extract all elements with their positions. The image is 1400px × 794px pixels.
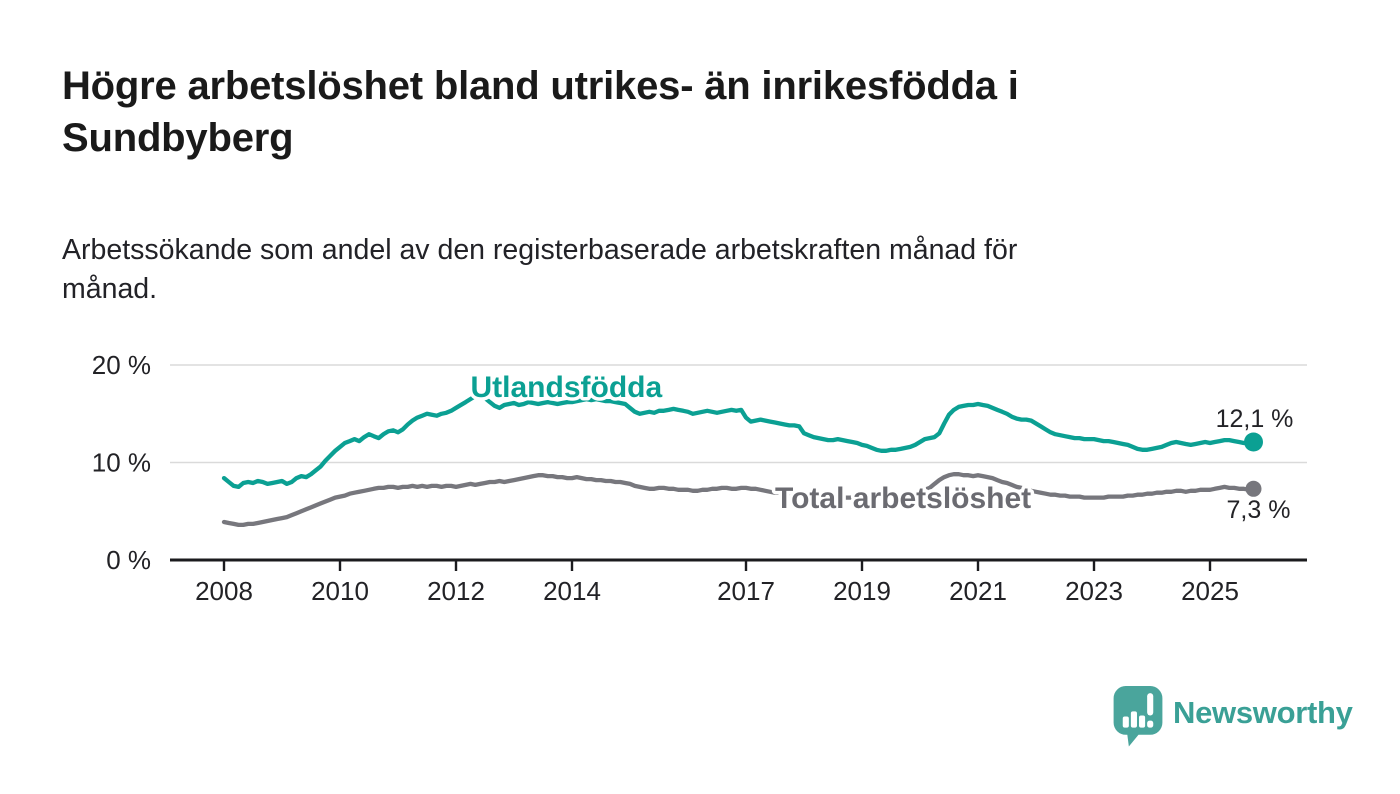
- series-end-label-1: 7,3 %: [1227, 496, 1291, 524]
- page-title-line-1: Högre arbetslöshet bland utrikes- än inr…: [62, 64, 1019, 108]
- x-axis-label-2017: 2017: [717, 576, 775, 606]
- logo-bar-3: [1139, 715, 1146, 728]
- line-chart-svg: 0 % 10 % 20 % Utlandsfödda Total arbetslöshe…: [92, 350, 1307, 606]
- y-axis-label-10: 10 %: [92, 448, 151, 478]
- logo-bar-1: [1122, 716, 1129, 728]
- x-axis-label-2019: 2019: [833, 576, 891, 606]
- logo-bar-2: [1130, 711, 1137, 728]
- series-end-dot-0: [1244, 432, 1263, 452]
- x-axis-label-2012: 2012: [427, 576, 485, 606]
- series-label-0: Utlandsfödda: [471, 371, 663, 404]
- x-axis-label-2021: 2021: [949, 576, 1007, 606]
- newsworthy-logo: Newsworthy: [1113, 686, 1353, 747]
- logo-exclamation-dot: [1147, 720, 1154, 728]
- line-chart: 0 % 10 % 20 % Utlandsfödda Total arbetslöshe…: [0, 330, 1400, 630]
- chart-subtitle-line-2: månad.: [62, 273, 158, 305]
- logo-exclamation-stem: [1147, 693, 1154, 716]
- newsworthy-logo-icon: [1113, 686, 1163, 747]
- series-end-label-0: 12,1 %: [1216, 405, 1294, 433]
- page-title: Högre arbetslöshet bland utrikes- än inr…: [62, 60, 1262, 164]
- series-line-1: [221, 472, 1256, 528]
- logo-bubble-shape: [1113, 686, 1163, 747]
- newsworthy-logo-text: Newsworthy: [1173, 695, 1353, 730]
- series-end-dot-1: [1245, 480, 1262, 497]
- x-axis-label-2008: 2008: [195, 576, 253, 606]
- chart-subtitle: Arbetssökande som andel av den registerb…: [62, 231, 1302, 309]
- x-axis-label-2014: 2014: [543, 576, 601, 606]
- y-axis-label-0: 0 %: [106, 545, 151, 575]
- x-axis-label-2023: 2023: [1065, 576, 1123, 606]
- x-axis-label-2010: 2010: [311, 576, 369, 606]
- series-line-0: [221, 394, 1256, 490]
- chart-subtitle-line-1: Arbetssökande som andel av den registerb…: [62, 234, 1018, 266]
- series-label-1: Total arbetslöshet: [775, 482, 1031, 515]
- x-axis-label-2025: 2025: [1181, 576, 1239, 606]
- page-title-line-2: Sundbyberg: [62, 116, 294, 160]
- y-axis-label-20: 20 %: [92, 350, 151, 380]
